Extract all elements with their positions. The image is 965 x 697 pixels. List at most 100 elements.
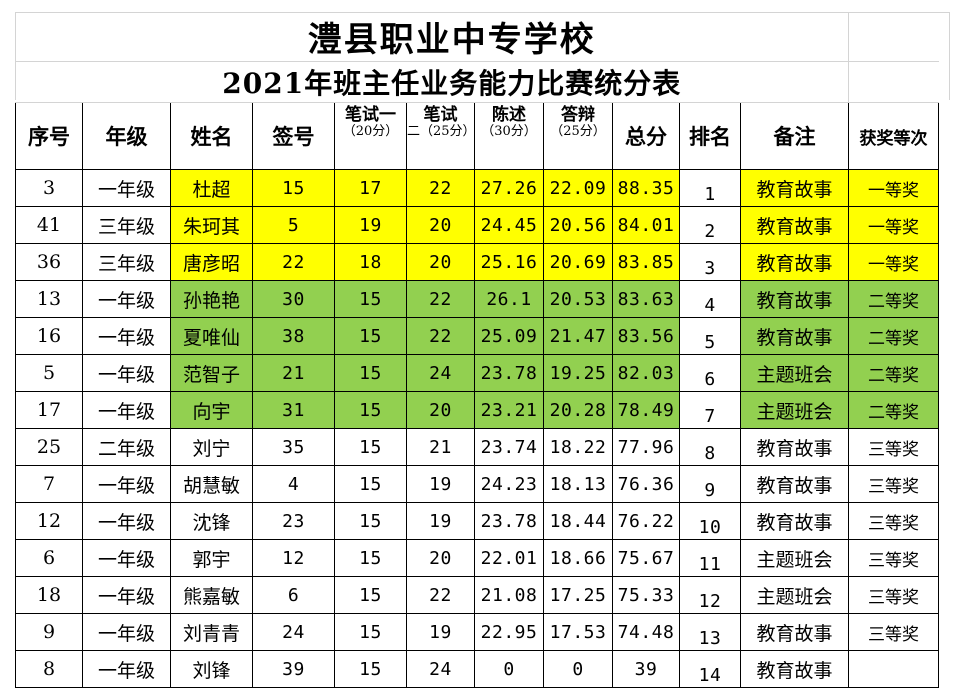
cell-sign: 38 [252,317,335,355]
cell-defense: 20.53 [543,280,613,318]
cell-seq: 8 [15,650,83,688]
header-rank: 排名 [679,102,741,170]
cell-written1: 15 [334,465,407,503]
cell-written1: 15 [334,613,407,651]
cell-grade: 一年级 [82,465,171,503]
cell-defense: 0 [543,650,613,688]
header-award: 获奖等次 [848,102,939,170]
table-row: 12 一年级 沈锋 23 15 19 23.78 18.44 76.22 10 教育故事 三等奖 [15,502,939,540]
cell-sign: 4 [252,465,335,503]
cell-seq: 7 [15,465,83,503]
cell-rank: 6 [679,354,741,392]
header-defense: 答辩 （25分） [543,102,613,170]
cell-seq: 6 [15,539,83,577]
table-row: 5 一年级 范智子 21 15 24 23.78 19.25 82.03 6 主题班会 二等奖 [15,354,939,392]
cell-rank: 13 [679,613,741,651]
cell-statement: 24.45 [474,206,544,244]
cell-remark: 教育故事 [740,206,849,244]
cell-rank: 11 [679,539,741,577]
cell-defense: 17.53 [543,613,613,651]
table-row: 17 一年级 向宇 31 15 20 23.21 20.28 78.49 7 主题班会 二等奖 [15,391,939,429]
cell-remark: 主题班会 [740,391,849,429]
table-row: 6 一年级 郭宇 12 15 20 22.01 18.66 75.67 11 主题班会 三等奖 [15,539,939,577]
cell-remark: 教育故事 [740,502,849,540]
cell-statement: 23.74 [474,428,544,466]
cell-grade: 一年级 [82,354,171,392]
cell-remark: 主题班会 [740,576,849,614]
cell-defense: 20.56 [543,206,613,244]
table-row: 36 三年级 唐彦昭 22 18 20 25.16 20.69 83.85 3 教育故事 一等奖 [15,243,939,281]
cell-name: 唐彦昭 [170,243,253,281]
cell-seq: 3 [15,169,83,207]
cell-written2: 22 [406,280,475,318]
cell-remark: 教育故事 [740,465,849,503]
cell-name: 范智子 [170,354,253,392]
cell-award: 三等奖 [848,465,939,503]
cell-remark: 教育故事 [740,650,849,688]
cell-rank: 10 [679,502,741,540]
cell-written2: 19 [406,465,475,503]
cell-defense: 18.13 [543,465,613,503]
cell-award: 三等奖 [848,576,939,614]
cell-defense: 17.25 [543,576,613,614]
cell-written1: 18 [334,243,407,281]
cell-sign: 5 [252,206,335,244]
cell-grade: 二年级 [82,428,171,466]
cell-rank: 2 [679,206,741,244]
cell-statement: 25.09 [474,317,544,355]
table-row: 3 一年级 杜超 15 17 22 27.26 22.09 88.35 1 教育故事 一等奖 [15,169,939,207]
header-statement-label: 陈述 [492,105,526,125]
cell-name: 朱珂其 [170,206,253,244]
cell-written1: 19 [334,206,407,244]
header-name: 姓名 [170,102,253,170]
cell-award: 二等奖 [848,391,939,429]
cell-award: 三等奖 [848,539,939,577]
cell-remark: 教育故事 [740,613,849,651]
cell-written2: 21 [406,428,475,466]
cell-written1: 15 [334,280,407,318]
cell-statement: 22.01 [474,539,544,577]
header-defense-sub: （25分） [550,124,606,139]
cell-grade: 三年级 [82,206,171,244]
cell-remark: 教育故事 [740,243,849,281]
cell-total: 74.48 [612,613,680,651]
table-row: 7 一年级 胡慧敏 4 15 19 24.23 18.13 76.36 9 教育故事 三等奖 [15,465,939,503]
cell-rank: 1 [679,169,741,207]
cell-seq: 17 [15,391,83,429]
cell-total: 75.33 [612,576,680,614]
cell-defense: 20.69 [543,243,613,281]
cell-award: 一等奖 [848,206,939,244]
cell-seq: 41 [15,206,83,244]
header-written2: 笔试 二（25分） [406,102,475,170]
cell-award: 一等奖 [848,169,939,207]
cell-name: 刘锋 [170,650,253,688]
header-written1-sub: （20分） [342,124,399,139]
cell-remark: 教育故事 [740,169,849,207]
cell-statement: 26.1 [474,280,544,318]
table-row: 18 一年级 熊嘉敏 6 15 22 21.08 17.25 75.33 12 主题班会 三等奖 [15,576,939,614]
cell-sign: 24 [252,613,335,651]
cell-statement: 25.16 [474,243,544,281]
cell-total: 82.03 [612,354,680,392]
header-written2-sub: 二（25分） [407,124,475,139]
cell-grade: 一年级 [82,650,171,688]
header-written1: 笔试一 （20分） [334,102,407,170]
cell-name: 孙艳艳 [170,280,253,318]
cell-remark: 教育故事 [740,280,849,318]
cell-remark: 主题班会 [740,539,849,577]
cell-grade: 一年级 [82,576,171,614]
cell-sign: 21 [252,354,335,392]
cell-written2: 22 [406,317,475,355]
cell-seq: 25 [15,428,83,466]
cell-rank: 7 [679,391,741,429]
cell-defense: 22.09 [543,169,613,207]
cell-written2: 24 [406,354,475,392]
cell-sign: 22 [252,243,335,281]
header-remark: 备注 [740,102,849,170]
cell-sign: 15 [252,169,335,207]
cell-defense: 19.25 [543,354,613,392]
cell-total: 76.22 [612,502,680,540]
header-written2-label: 笔试 [423,105,458,125]
header-statement-sub: （30分） [481,124,537,139]
cell-statement: 23.78 [474,354,544,392]
